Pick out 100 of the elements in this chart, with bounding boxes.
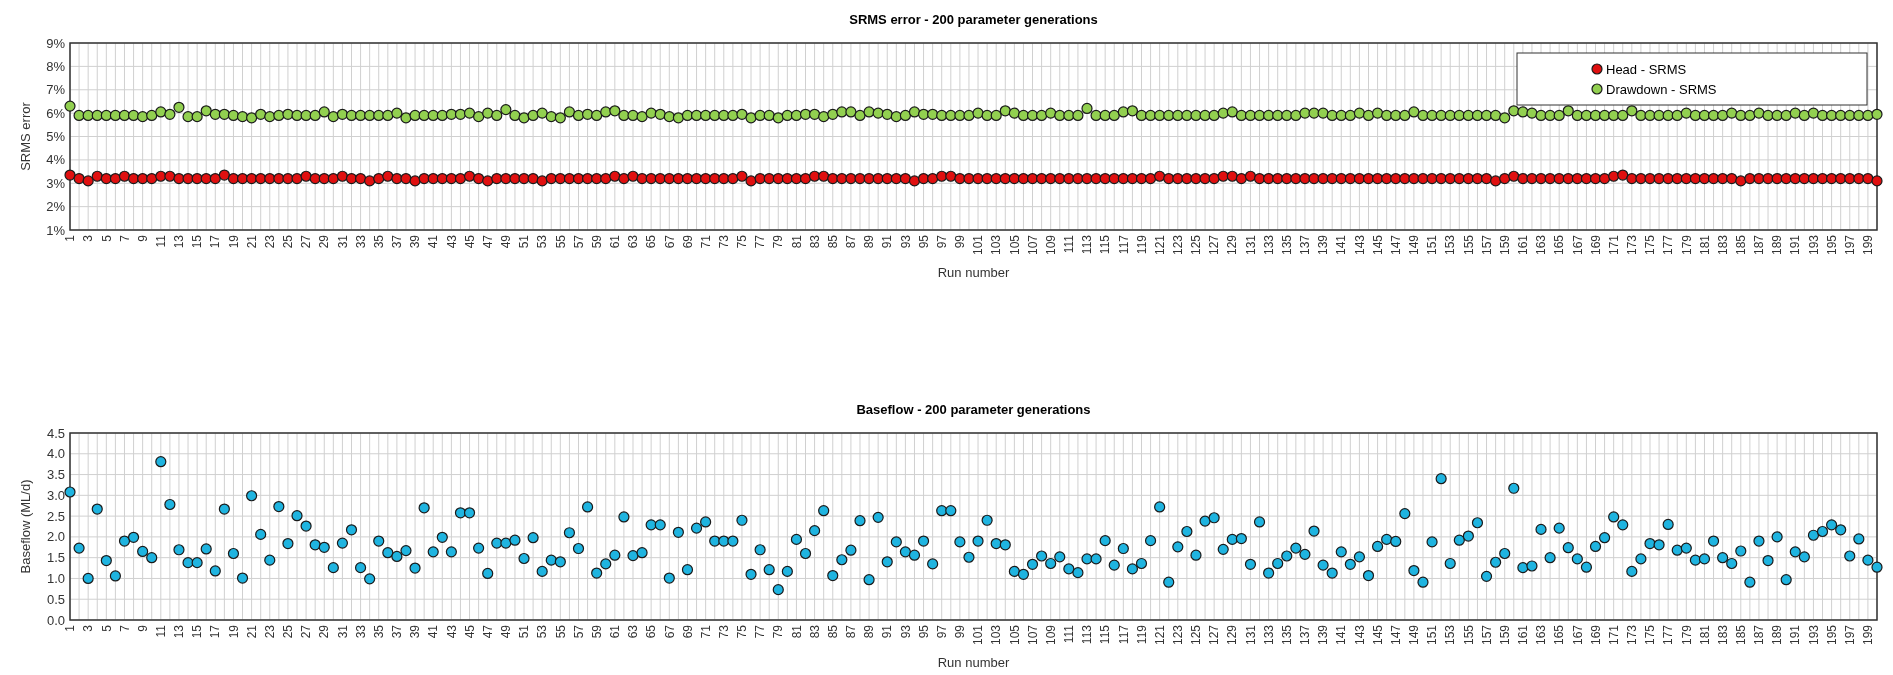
x-tick-label: 67 <box>662 624 677 639</box>
x-tick-label: 135 <box>1279 624 1294 646</box>
x-tick-label: 189 <box>1770 234 1785 256</box>
x-tick-label: 71 <box>698 234 713 249</box>
x-tick-label: 121 <box>1152 234 1167 256</box>
x-tick-label: 139 <box>1316 624 1331 646</box>
x-tick-label: 69 <box>680 624 695 639</box>
y-tick-label: 0.5 <box>46 591 65 607</box>
y-tick-label: 3.5 <box>46 467 65 483</box>
x-tick-label: 85 <box>825 234 840 249</box>
x-tick-label: 113 <box>1080 624 1095 645</box>
x-tick-label: 111 <box>1062 234 1077 254</box>
x-tick-label: 109 <box>1043 624 1058 646</box>
x-tick-label: 105 <box>1007 624 1022 646</box>
x-tick-label: 9 <box>135 624 150 632</box>
x-tick-label: 131 <box>1243 234 1258 256</box>
y-tick-label: 4% <box>46 152 66 168</box>
x-tick-label: 81 <box>789 234 804 249</box>
x-tick-label: 111 <box>1062 624 1077 644</box>
x-tick-label: 47 <box>480 624 495 639</box>
x-tick-label: 5 <box>99 624 114 632</box>
x-tick-label: 19 <box>226 234 241 249</box>
x-tick-label: 45 <box>462 624 477 639</box>
x-tick-label: 113 <box>1080 234 1095 255</box>
chart-title: Baseflow - 200 parameter generations <box>856 402 1091 417</box>
x-tick-label: 173 <box>1625 624 1640 646</box>
x-tick-label: 105 <box>1007 234 1022 256</box>
x-tick-label: 37 <box>390 234 405 249</box>
x-tick-label: 173 <box>1625 234 1640 256</box>
x-tick-label: 45 <box>462 234 477 249</box>
x-tick-label: 171 <box>1606 234 1621 256</box>
x-tick-label: 133 <box>1261 624 1276 646</box>
x-tick-label: 59 <box>589 234 604 249</box>
x-tick-label: 85 <box>825 624 840 639</box>
x-tick-label: 155 <box>1461 624 1476 646</box>
x-tick-label: 23 <box>262 624 277 639</box>
y-tick-label: 1.5 <box>46 550 65 566</box>
x-tick-label: 19 <box>226 624 241 639</box>
x-tick-label: 137 <box>1298 624 1313 646</box>
x-tick-label: 177 <box>1661 624 1676 646</box>
x-tick-label: 93 <box>898 624 913 639</box>
x-tick-label: 197 <box>1842 234 1857 256</box>
x-tick-label: 11 <box>154 624 168 638</box>
x-tick-label: 125 <box>1189 624 1204 646</box>
x-tick-label: 77 <box>753 624 768 639</box>
x-tick-label: 115 <box>1098 234 1113 255</box>
x-tick-label: 191 <box>1788 234 1803 256</box>
x-tick-label: 141 <box>1334 624 1349 646</box>
x-tick-label: 145 <box>1370 624 1385 646</box>
x-tick-label: 151 <box>1425 234 1440 256</box>
y-axis-title: Baseflow (ML/d) <box>18 479 33 574</box>
x-tick-label: 177 <box>1661 234 1676 256</box>
x-tick-label: 181 <box>1697 624 1712 646</box>
x-tick-label: 191 <box>1788 624 1803 646</box>
x-tick-label: 135 <box>1279 234 1294 256</box>
x-tick-label: 153 <box>1443 234 1458 256</box>
x-tick-label: 195 <box>1824 624 1839 646</box>
x-tick-label: 43 <box>444 234 459 249</box>
x-tick-label: 119 <box>1134 234 1149 255</box>
x-tick-label: 29 <box>317 234 332 249</box>
x-tick-label: 187 <box>1752 234 1767 256</box>
chart-title: SRMS error - 200 parameter generations <box>849 12 1098 27</box>
x-tick-label: 91 <box>880 624 895 639</box>
x-tick-label: 123 <box>1171 624 1186 646</box>
x-tick-label: 79 <box>771 234 786 249</box>
x-tick-label: 13 <box>172 234 187 249</box>
x-tick-label: 103 <box>989 624 1004 646</box>
y-tick-label: 4.5 <box>46 425 65 441</box>
x-tick-label: 47 <box>480 234 495 249</box>
x-tick-label: 35 <box>371 234 386 249</box>
x-tick-label: 25 <box>281 624 296 639</box>
y-tick-label: 2.5 <box>46 508 65 524</box>
x-tick-label: 9 <box>135 234 150 242</box>
x-tick-label: 31 <box>335 624 350 639</box>
x-tick-label: 63 <box>626 624 641 639</box>
x-tick-label: 95 <box>916 624 931 639</box>
x-tick-label: 87 <box>844 234 859 249</box>
x-tick-label: 145 <box>1370 234 1385 256</box>
x-tick-label: 65 <box>644 624 659 639</box>
x-tick-label: 3 <box>81 234 96 242</box>
x-tick-label: 147 <box>1388 624 1403 646</box>
x-axis-title: Run number <box>937 655 1010 670</box>
x-tick-label: 187 <box>1752 624 1767 646</box>
x-tick-label: 5 <box>99 234 114 242</box>
x-tick-label: 159 <box>1497 624 1512 646</box>
x-tick-label: 1 <box>63 624 78 632</box>
x-tick-label: 15 <box>190 624 205 639</box>
x-tick-label: 179 <box>1679 624 1694 646</box>
x-tick-label: 139 <box>1316 234 1331 256</box>
x-tick-label: 185 <box>1733 234 1748 256</box>
x-tick-label: 161 <box>1516 234 1531 256</box>
x-tick-label: 61 <box>608 624 623 639</box>
x-tick-label: 183 <box>1715 234 1730 256</box>
y-tick-label: 6% <box>46 105 66 121</box>
y-tick-label: 2.0 <box>46 529 65 545</box>
x-axis-title: Run number <box>937 265 1010 280</box>
x-tick-label: 17 <box>208 234 223 249</box>
x-tick-label: 199 <box>1861 624 1876 646</box>
x-tick-label: 69 <box>680 234 695 249</box>
x-tick-label: 41 <box>426 234 441 249</box>
